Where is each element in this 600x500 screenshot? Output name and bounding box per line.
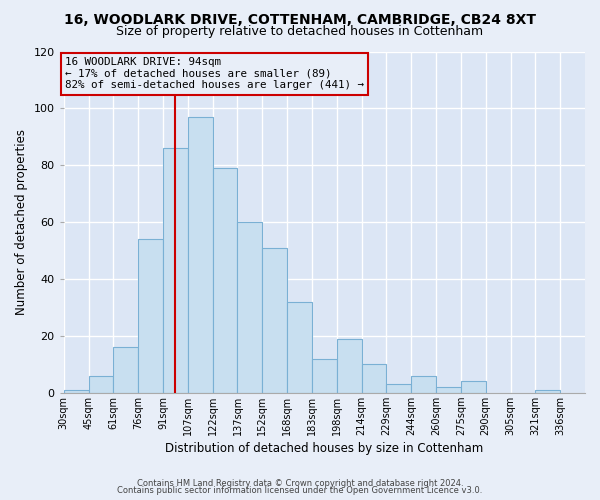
- Bar: [411, 376, 436, 393]
- Y-axis label: Number of detached properties: Number of detached properties: [15, 129, 28, 315]
- Text: Contains HM Land Registry data © Crown copyright and database right 2024.: Contains HM Land Registry data © Crown c…: [137, 478, 463, 488]
- Bar: [113, 348, 138, 393]
- Bar: [188, 117, 212, 393]
- Text: 16 WOODLARK DRIVE: 94sqm
← 17% of detached houses are smaller (89)
82% of semi-d: 16 WOODLARK DRIVE: 94sqm ← 17% of detach…: [65, 57, 364, 90]
- Bar: [64, 390, 89, 393]
- Bar: [337, 338, 362, 393]
- Bar: [461, 382, 486, 393]
- Bar: [535, 390, 560, 393]
- Bar: [386, 384, 411, 393]
- Bar: [262, 248, 287, 393]
- Bar: [238, 222, 262, 393]
- Bar: [138, 239, 163, 393]
- Bar: [89, 376, 113, 393]
- Bar: [163, 148, 188, 393]
- Text: Size of property relative to detached houses in Cottenham: Size of property relative to detached ho…: [116, 25, 484, 38]
- Bar: [312, 358, 337, 393]
- X-axis label: Distribution of detached houses by size in Cottenham: Distribution of detached houses by size …: [165, 442, 484, 455]
- Bar: [362, 364, 386, 393]
- Text: Contains public sector information licensed under the Open Government Licence v3: Contains public sector information licen…: [118, 486, 482, 495]
- Bar: [436, 387, 461, 393]
- Bar: [212, 168, 238, 393]
- Text: 16, WOODLARK DRIVE, COTTENHAM, CAMBRIDGE, CB24 8XT: 16, WOODLARK DRIVE, COTTENHAM, CAMBRIDGE…: [64, 12, 536, 26]
- Bar: [287, 302, 312, 393]
